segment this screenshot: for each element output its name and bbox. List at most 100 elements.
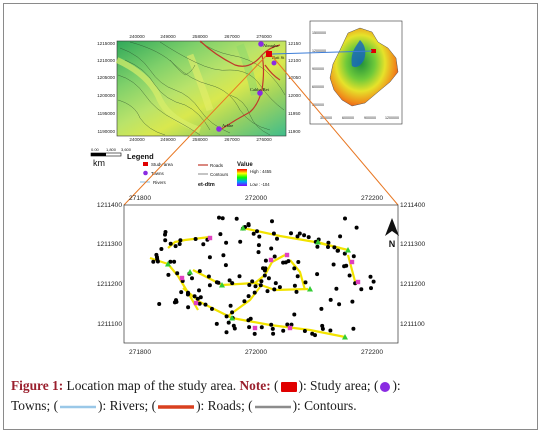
survey-point [253, 284, 258, 289]
survey-point [302, 233, 307, 238]
detail-map: N 271800 272000 272200 271800 272000 272… [97, 195, 426, 356]
inset-y-tick: 1200000 [312, 49, 326, 53]
scale-label: 1,800 [106, 147, 117, 152]
survey-point [242, 299, 247, 304]
survey-point [270, 326, 275, 331]
survey-point [338, 234, 343, 239]
town-point [252, 325, 258, 331]
survey-point [186, 305, 191, 310]
survey-point [271, 331, 276, 336]
survey-point [294, 289, 299, 294]
survey-point [201, 242, 206, 247]
survey-point [168, 259, 173, 264]
survey-point [237, 274, 242, 279]
survey-point [159, 247, 164, 251]
survey-point [157, 302, 162, 306]
detail-markers [165, 225, 361, 340]
survey-point [186, 291, 191, 296]
survey-point [224, 314, 229, 319]
survey-point [192, 294, 197, 299]
detail-points [151, 215, 376, 338]
top-x-tick: 276000 [256, 34, 272, 39]
caption-towns-label: Towns; ( [11, 398, 59, 413]
top-dem-map: Abragha Bati St Cahba Bet Arbhe 240000 2… [97, 34, 301, 142]
survey-point [273, 281, 278, 286]
survey-point [218, 232, 223, 237]
road-line [149, 256, 199, 311]
road-line [346, 254, 358, 286]
legend-towns: Towns [151, 171, 165, 176]
survey-point [234, 216, 239, 221]
survey-point [151, 259, 156, 264]
survey-point [337, 302, 342, 307]
survey-point [336, 248, 340, 253]
detail-roads [149, 226, 358, 339]
survey-point [251, 231, 256, 236]
town-point [268, 257, 274, 263]
survey-point [248, 316, 253, 321]
survey-point [246, 294, 251, 299]
town-marker [271, 60, 277, 66]
detail-y-tick-right: 1211200 [400, 281, 426, 288]
caption-roads: ): Roads; ( [196, 398, 253, 413]
survey-point [326, 245, 330, 249]
dem-raster [116, 40, 287, 137]
road-symbol [158, 405, 195, 409]
town-symbol [380, 381, 391, 392]
scale-unit: km [93, 158, 105, 168]
detail-y-tick: 1211200 [97, 281, 123, 288]
survey-point [226, 320, 231, 325]
survey-point [206, 274, 211, 279]
survey-point [231, 323, 236, 328]
survey-point [263, 258, 268, 263]
top-x-tick: 267000 [224, 34, 240, 39]
legend: Legend Study area Towns Rivers Roads Con… [127, 152, 272, 188]
survey-point [256, 250, 261, 255]
survey-point [359, 287, 364, 292]
top-y-tick: 1195000 [97, 111, 115, 116]
legend-title: Legend [127, 152, 154, 161]
control-marker [229, 315, 235, 321]
place-arbhe: Arbhe [222, 123, 233, 128]
survey-point [270, 219, 274, 224]
control-marker [240, 225, 246, 231]
town-point [287, 325, 293, 331]
ethiopia-outline [329, 27, 399, 107]
scale-label: 0.00 [91, 147, 100, 152]
control-marker [345, 247, 351, 253]
top-y-tick-right: 11950 [288, 111, 301, 116]
survey-point [292, 312, 297, 317]
survey-point [250, 279, 255, 284]
legend-roads: Roads [210, 163, 224, 168]
caption-text: Location map of the study area. [63, 378, 237, 393]
place-cahba-bet: Cahba Bet [250, 87, 270, 92]
survey-point [272, 287, 277, 292]
survey-point [272, 254, 277, 259]
survey-point [275, 236, 279, 241]
town-point [284, 252, 290, 258]
survey-point [347, 273, 352, 278]
detail-y-tick: 1211100 [97, 321, 122, 328]
survey-point [262, 273, 267, 278]
top-y-tick: 1215000 [97, 41, 115, 46]
top-x-tick-bottom: 249000 [160, 137, 176, 142]
detail-x-tick-top: 271800 [129, 195, 151, 202]
inset-y-tick: 900000 [312, 67, 324, 71]
survey-point [328, 328, 333, 333]
road-line [227, 286, 261, 317]
survey-point [281, 328, 286, 333]
top-x-tick: 249000 [160, 34, 176, 39]
survey-point [292, 283, 297, 288]
survey-point [285, 322, 290, 327]
legend-high: High : 4455 [250, 169, 272, 174]
survey-point [197, 269, 202, 274]
survey-point [214, 280, 219, 285]
survey-point [168, 241, 173, 246]
survey-point [217, 215, 221, 220]
survey-point [228, 303, 233, 308]
legend-low: Low : -104 [250, 182, 270, 187]
top-y-tick-right: 12050 [288, 75, 301, 80]
road-line [254, 254, 286, 284]
caption-rivers: ): Rivers; ( [98, 398, 157, 413]
